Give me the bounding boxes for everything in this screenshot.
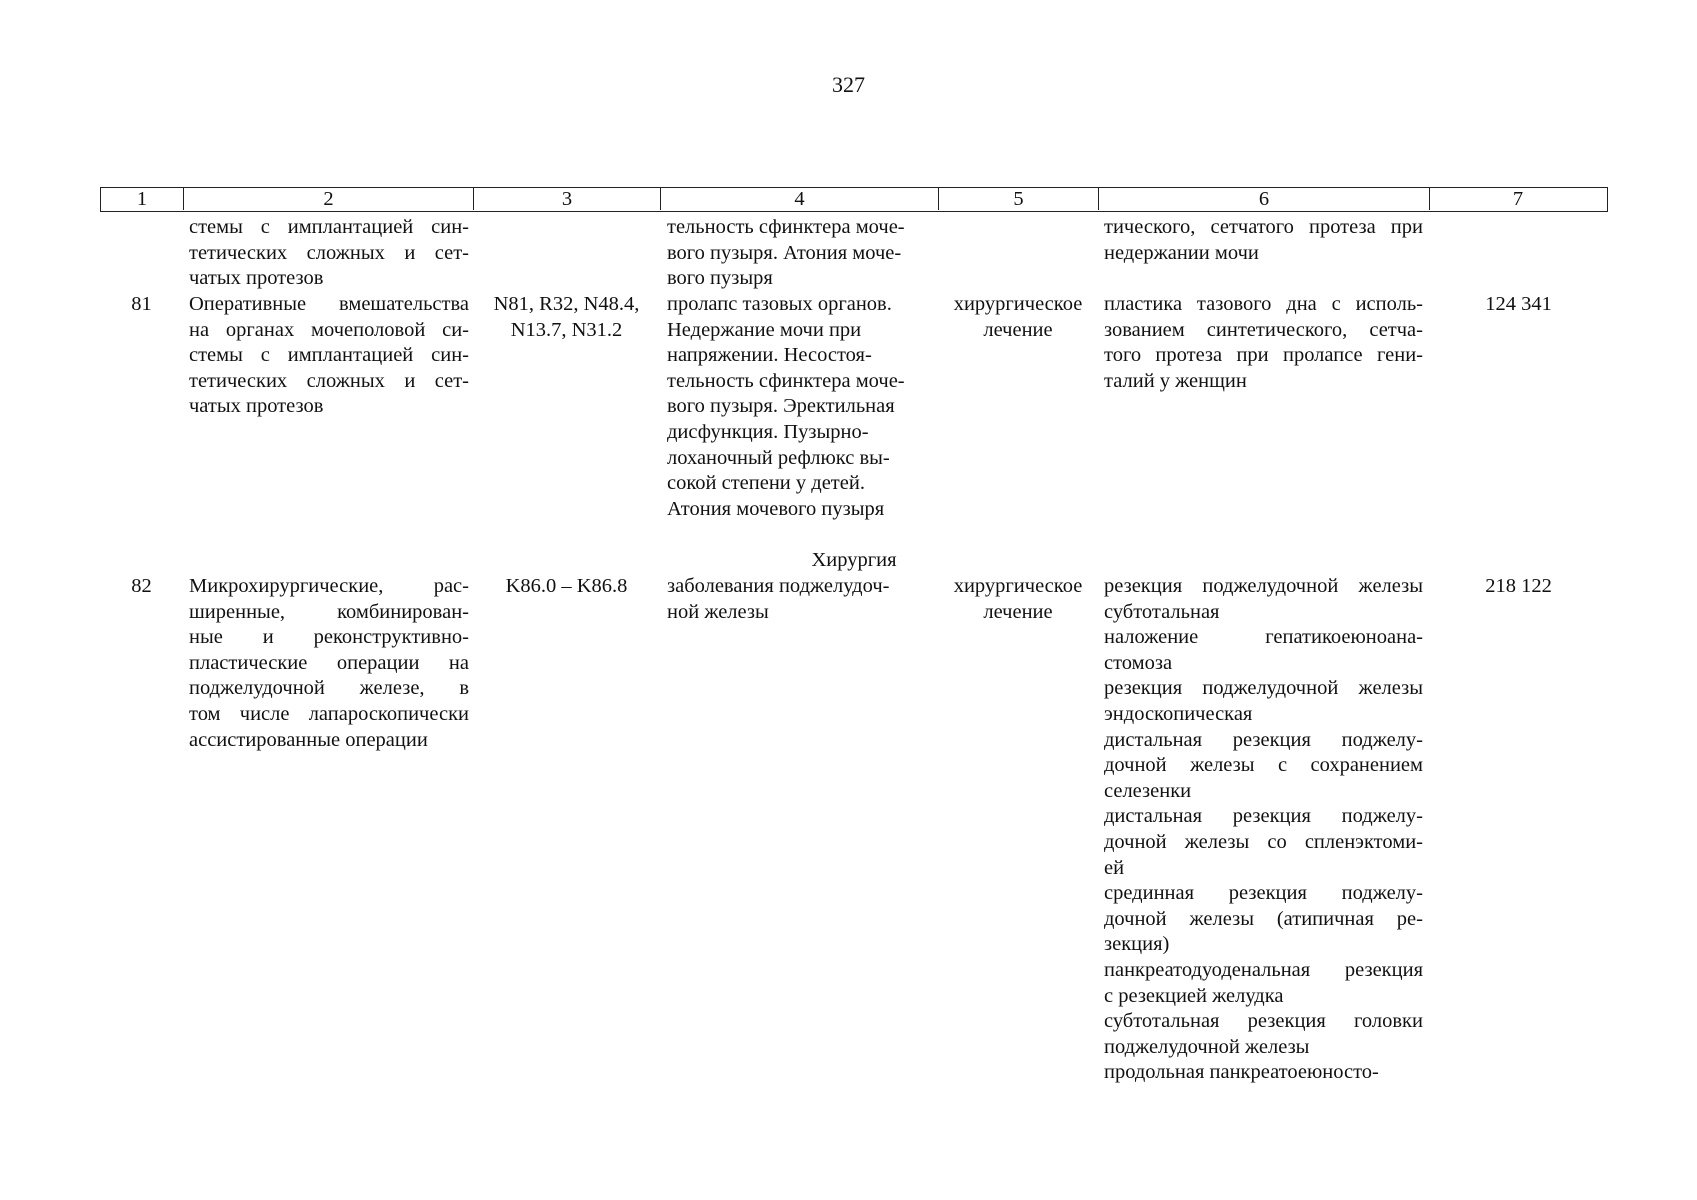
text-line: пластика тазового дна с исполь- [1104,293,1423,315]
row-number: 82 [131,575,152,597]
text-line: Недержание мочи при [667,318,862,341]
row-82-treatment: хирургическое лечение [938,574,1098,625]
table-header-row: 1 2 3 4 5 6 7 [100,187,1608,212]
text-line: стемы с имплантацией син- [189,344,469,367]
text-line: хирургическое [953,293,1083,315]
header-col-6: 6 [1099,188,1430,210]
text-line: стемы с имплантацией син- [189,216,469,238]
text-line: тетических сложных и сет- [189,369,469,392]
row-81-name: Оперативные вмешательства на органах моче… [189,292,469,420]
row-number: 81 [131,293,152,315]
text-line: дочной железы (атипичная ре- [1104,907,1423,930]
header-col-5: 5 [939,188,1099,210]
text-line: ей [1104,856,1125,879]
text-line: Микрохирургические, рас- [189,575,469,597]
text-line: талий у женщин [1104,369,1247,392]
row-81-cost: 124 341 [1429,292,1608,318]
text-line: сокой степени у детей. [667,472,865,495]
text-line: чатых протезов [189,267,324,290]
row-82-codes: K86.0 – K86.8 [473,574,660,600]
text-line: пролапс тазовых органов. [667,293,892,315]
row-81-treatment: хирургическое лечение [938,292,1098,343]
text-line: дистальная резекция поджелу- [1104,728,1423,751]
text-line: недержании мочи [1104,241,1259,264]
row-81-diagnosis: пролапс тазовых органов. Недержание мочи … [667,292,929,522]
text-line: дочной железы с сохранением [1104,754,1423,777]
cost-value: 218 122 [1485,575,1552,597]
row-82-number: 82 [100,574,183,600]
text-line: лечение [983,600,1053,623]
text-line: тельность сфинктера моче- [667,216,905,238]
text-line: N13.7, N31.2 [510,318,623,341]
row-81-methods: пластика тазового дна с исполь-зованием … [1104,292,1423,394]
continuation-col4: тельность сфинктера моче-вого пузыря. Ат… [667,215,929,292]
text-line: N81, R32, N48.4, [493,293,640,315]
text-line: панкреатодуоденальная резекция [1104,958,1423,981]
text-line: том числе лапароскопически [189,702,469,725]
text-line: наложение гепатикоеюноана- [1104,626,1423,649]
text-line: продольная панкреатоеюносто- [1104,1061,1379,1084]
text-line: субтотальная резекция головки [1104,1010,1423,1033]
row-81-codes: N81, R32, N48.4, N13.7, N31.2 [473,292,660,343]
text-line: тетических сложных и сет- [189,241,469,264]
text-line: ширенные, комбинирован- [189,600,469,623]
text-line: на органах мочеполовой си- [189,318,469,341]
text-line: Оперативные вмешательства [189,293,469,315]
text-line: резекция поджелудочной железы [1104,575,1423,597]
text-line: ные и реконструктивно- [189,626,469,649]
text-line: зованием синтетического, сетча- [1104,318,1423,341]
continuation-col2: стемы с имплантацией син-тетических слож… [189,215,469,292]
page-number: 327 [832,72,865,97]
text-line: стомоза [1104,651,1173,674]
text-line: ассистированные операции [189,728,428,751]
text-line: дочной железы со спленэктоми- [1104,830,1423,853]
row-82-methods: резекция поджелудочной железы субтотальна… [1104,574,1423,1086]
section-heading-text: Хирургия [811,549,897,571]
text-line: напряжении. Несостоя- [667,344,872,367]
text-line: срединная резекция поджелу- [1104,882,1423,905]
row-81-number: 81 [100,292,183,318]
text-line: заболевания поджелудоч- [667,575,890,597]
text-line: вого пузыря [667,267,773,290]
text-line: тического, сетчатого протеза при [1104,216,1423,238]
text-line: лоханочный рефлюкс вы- [667,446,890,469]
text-line: хирургическое [953,575,1083,597]
text-line: дистальная резекция поджелу- [1104,805,1423,828]
text-line: дисфункция. Пузырно- [667,420,869,443]
header-col-4: 4 [661,188,939,210]
header-col-2: 2 [184,188,474,210]
text-line: поджелудочной железе, в [189,677,469,700]
section-heading: Хирургия [100,548,1608,574]
text-line: пластические операции на [189,651,469,674]
header-col-7: 7 [1512,188,1524,210]
text-line: чатых протезов [189,395,324,418]
text-line: эндоскопическая [1104,702,1253,725]
text-line: лечение [983,318,1053,341]
text-line: вого пузыря. Эректильная [667,395,895,418]
text-line: того протеза при пролапсе гени- [1104,344,1423,367]
text-line: тельность сфинктера моче- [667,369,905,392]
text-line: селезенки [1104,779,1192,802]
text-line: резекция поджелудочной железы [1104,677,1423,700]
text-line: субтотальная [1104,600,1220,623]
cost-value: 124 341 [1485,293,1552,315]
text-line: зекция) [1104,933,1170,956]
header-col-3: 3 [474,188,661,210]
text-line: ной железы [667,600,769,623]
text-line: Атония мочевого пузыря [667,497,885,520]
text-line: с резекцией желудка [1104,984,1284,1007]
text-line: K86.0 – K86.8 [505,575,628,597]
row-82-cost: 218 122 [1429,574,1608,600]
continuation-col6: тического, сетчатого протеза при недержан… [1104,215,1423,266]
row-82-name: Микрохирургические, рас-ширенные, комбин… [189,574,469,753]
header-col-1: 1 [101,188,184,210]
row-82-diagnosis: заболевания поджелудоч-ной железы [667,574,929,625]
text-line: поджелудочной железы [1104,1035,1310,1058]
text-line: вого пузыря. Атония моче- [667,241,902,264]
